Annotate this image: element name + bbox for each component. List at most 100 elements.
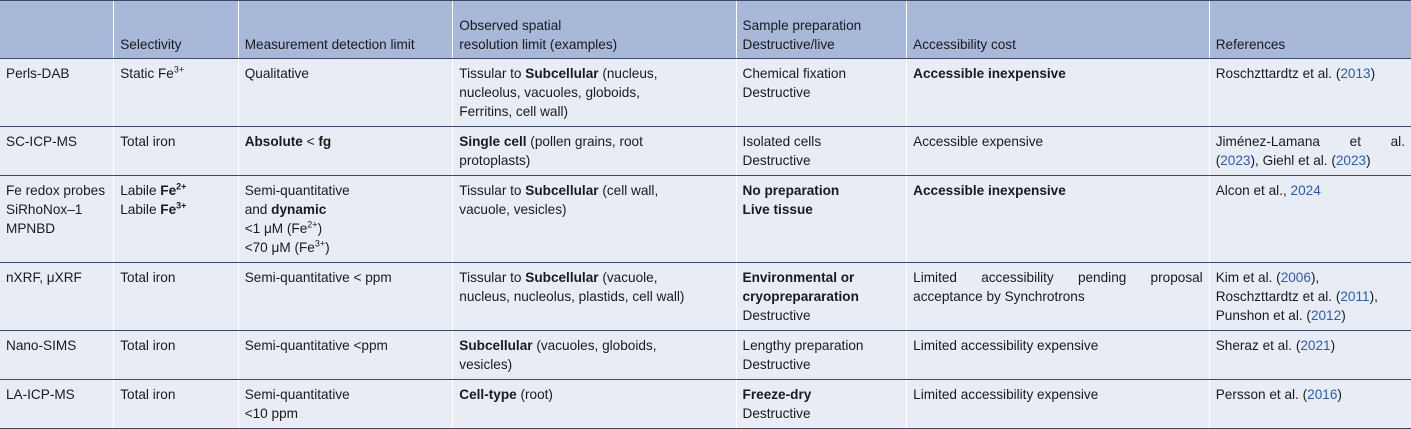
reference-close: ) — [1366, 153, 1371, 168]
resolution-bold: Cell-type — [459, 387, 517, 402]
detection-bold: dynamic — [271, 202, 327, 217]
resolution-prefix: Tissular to — [459, 66, 526, 81]
table-row: Nano-SIMS Total iron Semi-quantitative <… — [0, 330, 1411, 380]
cell-preparation: No preparation Live tissue — [735, 175, 907, 263]
preparation-line3: Destructive — [742, 308, 811, 323]
reference-author: Sheraz et al. ( — [1215, 338, 1301, 353]
cell-reference: Alcon et al., 2024 — [1208, 175, 1411, 263]
header-accessibility-cost: Accessibility cost — [906, 0, 1210, 59]
cell-access: Limited accessibility expensive — [906, 330, 1210, 380]
detection-superscript: 3+ — [314, 238, 326, 249]
header-sample-preparation: Sample preparation Destructive/live — [735, 0, 907, 59]
table-row: LA-ICP-MS Total iron Semi-quantitative <… — [0, 379, 1411, 429]
method-line3: MPNBD — [6, 221, 56, 236]
detection-prefix: <1 μM (Fe — [244, 221, 308, 236]
access-word: pending — [1077, 270, 1127, 285]
reference-open: ( — [1215, 153, 1221, 168]
cell-preparation: Environmental or cryoprepararation Destr… — [735, 262, 907, 331]
cell-resolution: Subcellular (vacuoles, globoids, vesicle… — [452, 330, 737, 380]
header-detection-limit: Measurement detection limit — [237, 0, 453, 59]
selectivity-superscript: 3+ — [176, 200, 187, 211]
cell-resolution: Tissular to Subcellular (nucleus, nucleo… — [452, 58, 737, 127]
detection-line1: Semi-quantitative — [244, 387, 350, 402]
resolution-line2: vesicles) — [459, 357, 513, 372]
cell-access: Limited accessibility pending proposal acce… — [906, 262, 1210, 331]
reference-year-link[interactable]: 2011 — [1340, 289, 1370, 304]
cell-access: Accessible expensive — [906, 126, 1210, 176]
cell-detection: Semi-quantitative <10 ppm — [237, 379, 453, 429]
cell-method: SC-ICP-MS — [0, 126, 114, 176]
resolution-line1: Tissular to Subcellular (nucleus, — [459, 64, 729, 83]
detection-line3: <1 μM (Fe2+) — [245, 219, 447, 238]
preparation-line1: Environmental or — [742, 270, 855, 285]
header-references: References — [1208, 0, 1411, 59]
header-spatial-resolution-line2: resolution limit (examples) — [459, 37, 618, 52]
reference-year-link[interactable]: 2023 — [1220, 153, 1251, 168]
cell-detection: Qualitative — [237, 58, 453, 127]
cell-reference: Roschzttardtz et al. (2013) — [1208, 58, 1411, 127]
cell-resolution: Tissular to Subcellular (cell wall, vacu… — [452, 175, 737, 263]
resolution-line3: Ferritins, cell wall) — [459, 104, 569, 119]
detection-superscript: 2+ — [307, 219, 318, 230]
detection-line2: <10 ppm — [244, 406, 298, 421]
header-spatial-resolution-line1: Observed spatial — [459, 18, 562, 33]
resolution-bold: Subcellular — [459, 338, 533, 353]
resolution-rest: (nucleus, — [598, 66, 658, 81]
cell-reference: Jiménez-Lamana et al. (2023), Giehl et al.… — [1208, 126, 1411, 176]
header-row: Selectivity Measurement detection limit … — [0, 0, 1411, 59]
reference-year-link[interactable]: 2021 — [1300, 338, 1331, 353]
resolution-line1: Tissular to Subcellular (cell wall, — [459, 181, 729, 200]
selectivity-bold: Fe — [160, 202, 177, 217]
reference-close: ) — [1370, 66, 1376, 81]
reference-year-link[interactable]: 2024 — [1290, 183, 1321, 198]
resolution-line2: protoplasts) — [459, 153, 531, 168]
preparation-line2: cryoprepararation — [742, 289, 859, 304]
preparation-line2: Destructive — [742, 153, 811, 168]
access-line1: Limited accessibility pending proposal — [913, 268, 1203, 287]
preparation-line2: Destructive — [742, 357, 811, 372]
reference-author: Punshon et al. ( — [1215, 308, 1311, 323]
header-sample-preparation-line1: Sample preparation — [742, 18, 862, 33]
reference-author: Alcon et al., — [1215, 183, 1291, 198]
preparation-line1: Freeze-dry — [742, 387, 812, 402]
reference-close: ) — [1341, 308, 1346, 323]
selectivity-line2: Labile Fe3+ — [120, 200, 231, 219]
detection-prefix: <70 μM (Fe — [244, 240, 315, 255]
cell-preparation: Lengthy preparation Destructive — [735, 330, 907, 380]
reference-year-link[interactable]: 2006 — [1280, 270, 1311, 285]
access-word: Limited — [913, 270, 957, 285]
header-spatial-resolution: Observed spatial resolution limit (examp… — [452, 0, 737, 59]
cell-reference: Kim et al. (2006), Roschzttardtz et al. … — [1208, 262, 1411, 331]
cell-access: Accessible inexpensive — [906, 58, 1210, 127]
reference-author: Persson et al. ( — [1215, 387, 1308, 402]
cell-method: Fe redox probes SiRhoNox–1 MPNBD — [0, 175, 114, 263]
header-method — [0, 0, 114, 59]
resolution-line1: Subcellular (vacuoles, globoids, — [459, 336, 729, 355]
reference-year-link[interactable]: 2023 — [1335, 153, 1367, 168]
cell-resolution: Cell-type (root) — [452, 379, 737, 429]
resolution-line2: nucleolus, vacuoles, globoids, — [459, 85, 640, 100]
header-sample-preparation-line2: Destructive/live — [742, 37, 835, 52]
cell-preparation: Chemical fixation Destructive — [735, 58, 907, 127]
method-line2: SiRhoNox–1 — [6, 202, 83, 217]
selectivity-prefix: Labile — [120, 183, 161, 198]
reference-year-link[interactable]: 2012 — [1310, 308, 1342, 323]
cell-preparation: Freeze-dry Destructive — [735, 379, 907, 429]
resolution-bold: Subcellular — [525, 183, 599, 198]
resolution-prefix: Tissular to — [459, 270, 526, 285]
reference-line2: (2023), Giehl et al. (2023) — [1216, 151, 1405, 170]
reference-year-link[interactable]: 2013 — [1340, 66, 1371, 81]
reference-author-part3: al. — [1390, 134, 1405, 149]
cell-detection: Semi-quantitative < ppm — [237, 262, 453, 331]
resolution-rest: (pollen grains, root — [526, 134, 643, 149]
selectivity-superscript: 3+ — [173, 64, 185, 75]
reference-author-part1: Jiménez-Lamana — [1215, 134, 1320, 149]
preparation-line1: No preparation — [742, 183, 840, 198]
cell-access: Accessible inexpensive — [906, 175, 1210, 263]
cell-detection: Semi-quantitative and dynamic <1 μM (Fe2… — [237, 175, 453, 263]
detection-close: ) — [325, 240, 330, 255]
reference-year-link[interactable]: 2016 — [1307, 387, 1338, 402]
cell-selectivity: Labile Fe2+ Labile Fe3+ — [113, 175, 239, 263]
access-line2: acceptance by Synchrotrons — [913, 289, 1085, 304]
cell-preparation: Isolated cells Destructive — [735, 126, 907, 176]
